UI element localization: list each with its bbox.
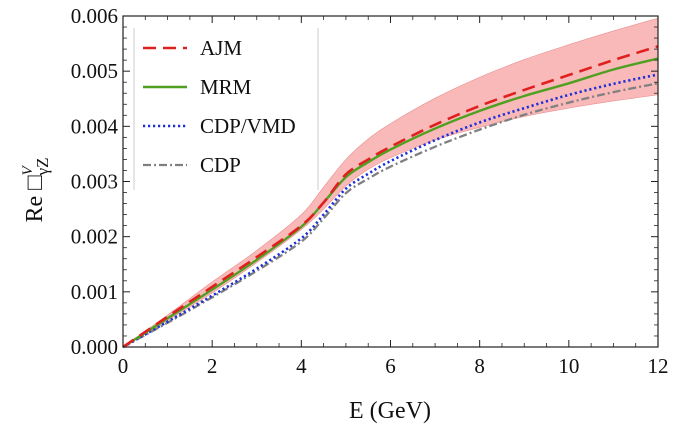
y-axis-label: Re □γZV [20, 157, 52, 222]
y-tick-label: 0.005 [71, 59, 118, 83]
y-axis-ticks: 0.000 0.001 0.002 0.003 0.004 0.005 0.006 [71, 4, 658, 359]
series-layer [122, 45, 659, 349]
y-tick-label: 0.004 [71, 114, 119, 138]
y-tick-label: 0.000 [71, 335, 118, 359]
series-line-ajm [122, 45, 659, 349]
ajm-uncertainty-band [122, 17, 659, 348]
x-tick-label: 6 [385, 354, 396, 378]
y-axis-label-main: Re [22, 190, 48, 223]
x-tick-label: 8 [474, 354, 485, 378]
y-axis-label-box: □ [22, 175, 48, 190]
series-line-cdp [122, 82, 659, 349]
y-axis-label-superscript: V [20, 164, 36, 175]
y-tick-label: 0.003 [71, 170, 118, 194]
series-line-cdp-vmd [122, 73, 659, 349]
legend-label-cdp: CDP [200, 153, 241, 177]
x-tick-label: 4 [296, 354, 307, 378]
series-line-mrm [122, 57, 659, 349]
x-tick-label: 10 [558, 354, 579, 378]
y-tick-label: 0.001 [71, 280, 118, 304]
y-tick-label: 0.006 [71, 4, 118, 28]
x-tick-label: 0 [118, 354, 129, 378]
y-tick-label: 0.002 [71, 225, 118, 249]
legend-label-mrm: MRM [200, 75, 252, 99]
y-axis-label-subscript: γZ [33, 157, 52, 176]
x-axis-ticks: 0 2 4 6 8 10 12 [118, 16, 669, 378]
legend-label-ajm: AJM [200, 36, 242, 60]
x-axis-label: E (GeV) [349, 398, 431, 424]
legend-label-cdp-vmd: CDP/VMD [200, 114, 296, 138]
x-tick-label: 2 [207, 354, 218, 378]
uncertainty-band-layer [122, 17, 659, 348]
legend: AJM MRM CDP/VMD CDP [133, 28, 319, 190]
x-tick-label: 12 [648, 354, 669, 378]
